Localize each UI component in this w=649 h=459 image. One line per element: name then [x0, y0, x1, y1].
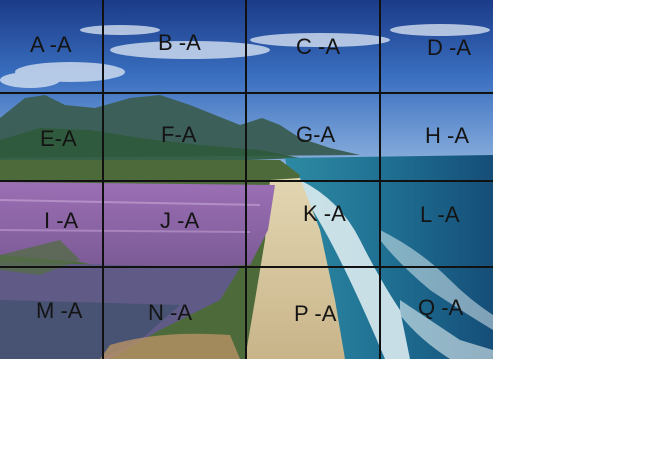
- cell-label-n: N -A: [148, 300, 192, 325]
- cell-label-i: I -A: [44, 208, 79, 233]
- sea: [285, 155, 493, 359]
- cell-label-l: L -A: [420, 202, 460, 227]
- cell-label-k: K -A: [303, 201, 346, 226]
- cell-label-p: P -A: [294, 301, 337, 326]
- cell-label-q: Q -A: [418, 295, 464, 320]
- landscape-illustration: [0, 0, 493, 359]
- blank-canvas-bottom: [0, 359, 493, 459]
- cell-label-m: M -A: [36, 298, 83, 323]
- cell-label-b: B -A: [158, 30, 201, 55]
- cell-label-f: F-A: [161, 122, 197, 147]
- cell-label-c: C -A: [296, 34, 340, 59]
- clouds: [0, 24, 490, 88]
- cell-label-h: H -A: [425, 123, 469, 148]
- landscape-photo: A -A B -A C -A D -A E-A F-A G-A H -A I -…: [0, 0, 493, 359]
- beach: [245, 178, 345, 359]
- grid-lines: [0, 0, 493, 359]
- blank-canvas-area: [493, 0, 649, 459]
- cell-label-j: J -A: [160, 208, 200, 233]
- cell-label-a: A -A: [30, 32, 72, 57]
- surf: [300, 180, 493, 359]
- cell-label-d: D -A: [427, 35, 471, 60]
- cell-label-g: G-A: [296, 122, 336, 147]
- cell-label-e: E-A: [40, 126, 77, 151]
